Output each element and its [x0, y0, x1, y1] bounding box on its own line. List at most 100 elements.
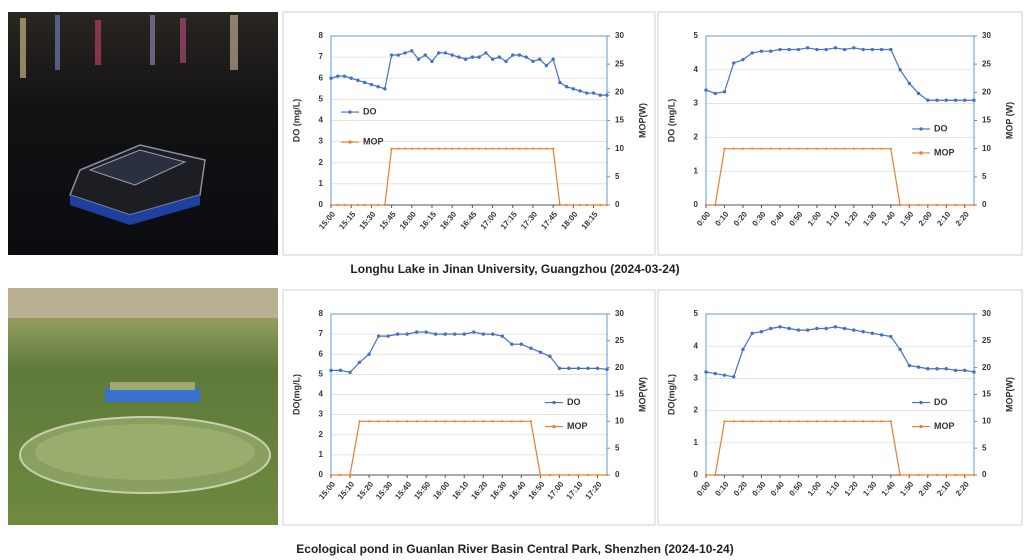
data-point — [945, 204, 947, 206]
data-point — [518, 148, 520, 150]
y2-axis-label: MOP(W) — [637, 103, 647, 138]
data-point — [545, 148, 547, 150]
caption: Longhu Lake in Jinan University, Guangzh… — [350, 262, 679, 276]
data-point — [586, 367, 589, 370]
data-point — [473, 420, 475, 422]
y2-tick-label: 5 — [982, 172, 987, 181]
data-point — [871, 420, 873, 422]
data-point — [871, 48, 874, 51]
y2-tick-label: 25 — [982, 59, 991, 68]
data-point — [862, 420, 864, 422]
y-tick-label: 5 — [319, 369, 324, 378]
data-point — [566, 204, 568, 206]
data-point — [908, 474, 910, 476]
data-point — [565, 85, 568, 88]
data-point — [797, 328, 800, 331]
data-point — [435, 420, 437, 422]
y-tick-label: 3 — [319, 410, 324, 419]
data-point — [787, 327, 790, 330]
y2-tick-label: 5 — [615, 172, 620, 181]
data-point — [807, 420, 809, 422]
data-point — [368, 420, 370, 422]
y-tick-label: 0 — [694, 470, 699, 479]
data-point — [532, 148, 534, 150]
data-point — [807, 148, 809, 150]
data-point — [525, 55, 528, 58]
data-point — [463, 420, 465, 422]
chart: 0123450510152025300:000:100:200:300:400:… — [658, 12, 1022, 255]
data-point — [357, 204, 359, 206]
legend-label: DO — [567, 397, 581, 407]
data-point — [824, 327, 827, 330]
data-point — [926, 99, 929, 102]
data-point — [732, 375, 735, 378]
legend-label: MOP — [934, 421, 955, 431]
y2-tick-label: 10 — [615, 416, 624, 425]
legend-marker — [919, 401, 922, 404]
y2-tick-label: 30 — [615, 31, 624, 40]
y-tick-label: 4 — [694, 341, 699, 350]
data-point — [899, 474, 901, 476]
data-point — [417, 58, 420, 61]
data-point — [723, 90, 726, 93]
y2-tick-label: 25 — [982, 336, 991, 345]
data-point — [964, 474, 966, 476]
data-point — [751, 148, 753, 150]
data-point — [853, 148, 855, 150]
data-point — [539, 474, 541, 476]
data-point — [852, 46, 855, 49]
data-point — [935, 99, 938, 102]
data-point — [741, 58, 744, 61]
data-point — [348, 371, 351, 374]
data-point — [760, 50, 763, 53]
data-point — [596, 367, 599, 370]
data-point — [778, 325, 781, 328]
data-point — [358, 420, 360, 422]
y2-tick-label: 20 — [615, 363, 624, 372]
data-point — [356, 79, 359, 82]
data-point — [339, 369, 342, 372]
data-point — [880, 333, 883, 336]
data-point — [871, 148, 873, 150]
data-point — [578, 89, 581, 92]
data-point — [390, 148, 392, 150]
data-point — [568, 474, 570, 476]
data-point — [457, 55, 460, 58]
y-tick-label: 4 — [694, 65, 699, 74]
y-tick-label: 2 — [694, 133, 699, 142]
data-point — [549, 474, 551, 476]
data-point — [405, 332, 408, 335]
data-point — [585, 91, 588, 94]
data-point — [592, 204, 594, 206]
data-point — [797, 148, 799, 150]
data-point — [770, 420, 772, 422]
data-point — [406, 420, 408, 422]
data-point — [501, 334, 504, 337]
data-point — [471, 148, 473, 150]
data-point — [917, 204, 919, 206]
data-point — [444, 51, 447, 54]
photo-pond — [8, 288, 278, 525]
data-point — [572, 87, 575, 90]
data-point — [834, 148, 836, 150]
y2-tick-label: 15 — [982, 390, 991, 399]
y-tick-label: 4 — [319, 116, 324, 125]
data-point — [704, 370, 707, 373]
data-point — [377, 334, 380, 337]
legend-marker — [348, 110, 351, 113]
data-point — [337, 204, 339, 206]
data-point — [430, 60, 433, 63]
y-tick-label: 1 — [694, 438, 699, 447]
y2-tick-label: 10 — [615, 144, 624, 153]
data-point — [390, 53, 393, 56]
data-point — [431, 148, 433, 150]
y2-axis-label: MOP(W) — [637, 377, 647, 412]
data-point — [491, 332, 494, 335]
data-point — [498, 55, 501, 58]
legend-label: MOP — [363, 136, 384, 146]
data-point — [861, 48, 864, 51]
data-point — [787, 48, 790, 51]
data-point — [788, 148, 790, 150]
y-tick-label: 2 — [319, 158, 324, 167]
data-point — [329, 369, 332, 372]
